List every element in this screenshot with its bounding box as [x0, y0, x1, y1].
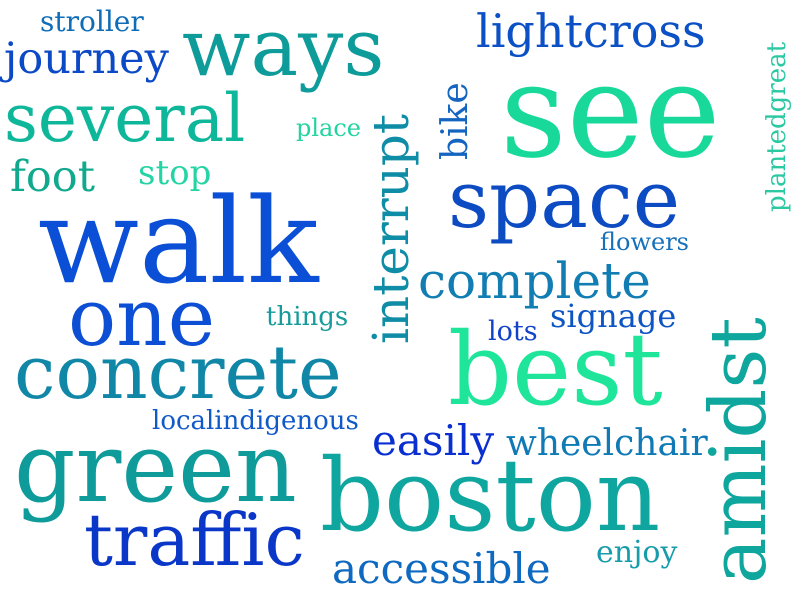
word-signage: signage — [550, 297, 677, 335]
word-stop: stop — [138, 153, 212, 193]
word-see: see — [500, 35, 721, 187]
word-lots: lots — [488, 316, 538, 347]
word-best: best — [448, 311, 663, 428]
word-ways: ways — [182, 1, 385, 94]
word-lightcross: lightcross — [476, 4, 706, 58]
word-flowers: flowers — [600, 228, 689, 256]
word-bike: bike — [435, 82, 476, 160]
word-green: green — [14, 412, 297, 524]
word-things: things — [266, 302, 349, 332]
word-complete: complete — [418, 252, 651, 310]
word-accessible: accessible — [332, 544, 551, 593]
word-foot: foot — [10, 152, 95, 202]
word-localindigenous: localindigenous — [152, 406, 359, 436]
word-easily: easily — [372, 416, 495, 465]
word-concrete: concrete — [14, 330, 342, 416]
word-place: place — [296, 114, 361, 142]
word-traffic: traffic — [84, 498, 305, 582]
word-wheelchair: wheelchair — [506, 423, 708, 464]
word-enjoy: enjoy — [596, 535, 678, 570]
word-boston: boston — [320, 437, 661, 554]
word-space: space — [448, 153, 681, 246]
word-stroller: stroller — [40, 5, 144, 38]
word-journey: journey — [4, 34, 169, 84]
word-amidst: amidst — [694, 317, 784, 584]
word-one: one — [68, 271, 216, 364]
word-plantedgreat: plantedgreat — [762, 41, 792, 212]
word-several: several — [4, 80, 246, 157]
word-interrupt: interrupt — [362, 114, 420, 344]
word-walk: walk — [38, 172, 319, 310]
